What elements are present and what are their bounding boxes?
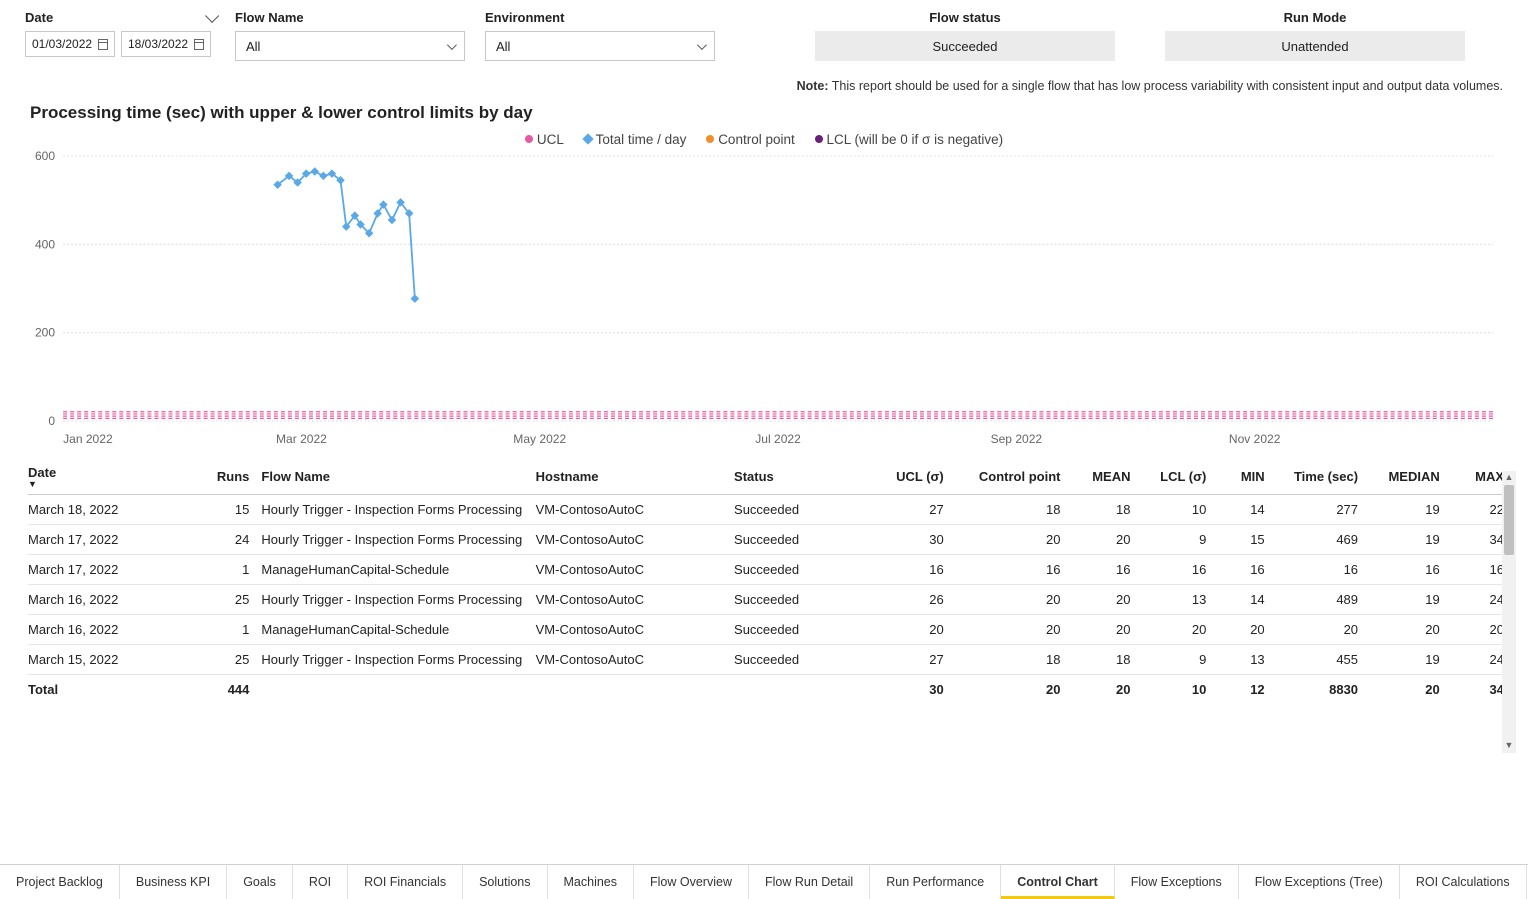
tab-flow-exceptions[interactable]: Flow Exceptions — [1115, 865, 1239, 899]
chart-title: Processing time (sec) with upper & lower… — [0, 93, 1528, 131]
status-filter: Flow status Succeeded — [815, 10, 1115, 61]
column-header[interactable]: UCL (σ) — [874, 459, 956, 495]
column-header[interactable]: Time (sec) — [1277, 459, 1370, 495]
tab-business-kpi[interactable]: Business KPI — [120, 865, 227, 899]
runmode-label: Run Mode — [1284, 10, 1347, 25]
column-header[interactable]: Control point — [956, 459, 1073, 495]
status-button[interactable]: Succeeded — [815, 31, 1115, 61]
column-header[interactable]: Hostname — [536, 459, 734, 495]
table-row[interactable]: March 17, 202224Hourly Trigger - Inspect… — [28, 524, 1516, 554]
report-tabs: Project BacklogBusiness KPIGoalsROIROI F… — [0, 864, 1528, 899]
table-row[interactable]: March 16, 202225Hourly Trigger - Inspect… — [28, 584, 1516, 614]
chevron-down-icon[interactable] — [205, 8, 219, 22]
svg-text:200: 200 — [35, 325, 55, 339]
date-label: Date — [25, 10, 53, 25]
column-header[interactable]: MIN — [1218, 459, 1276, 495]
chart-legend: UCL Total time / day Control point LCL (… — [0, 131, 1528, 151]
svg-text:Sep 2022: Sep 2022 — [991, 432, 1043, 446]
scroll-up-icon[interactable]: ▲ — [1502, 471, 1516, 485]
note-text: Note: This report should be used for a s… — [0, 69, 1528, 93]
environment-filter: Environment All — [485, 10, 715, 61]
date-from-input[interactable]: 01/03/2022 — [25, 31, 115, 57]
column-header[interactable]: Runs — [203, 459, 261, 495]
table-row[interactable]: March 18, 202215Hourly Trigger - Inspect… — [28, 494, 1516, 524]
tab-roi-financials[interactable]: ROI Financials — [348, 865, 463, 899]
svg-text:Nov 2022: Nov 2022 — [1229, 432, 1281, 446]
flowname-label: Flow Name — [235, 10, 304, 25]
runmode-button[interactable]: Unattended — [1165, 31, 1465, 61]
legend-total-icon — [582, 133, 593, 144]
tab-project-backlog[interactable]: Project Backlog — [0, 865, 120, 899]
filter-bar: Date 01/03/2022 18/03/2022 Flow Name All… — [0, 0, 1528, 69]
column-header[interactable]: MEAN — [1072, 459, 1142, 495]
control-chart: 0 200 400 600 Jan 2022 Mar 2022 May 2022 Jul 20… — [28, 151, 1503, 451]
status-label: Flow status — [929, 10, 1001, 25]
legend-lcl-icon — [815, 135, 823, 143]
date-filter: Date 01/03/2022 18/03/2022 — [25, 10, 215, 57]
table-total-row: Total444302020101288302034 — [28, 674, 1516, 704]
svg-text:Jul 2022: Jul 2022 — [755, 432, 801, 446]
column-header[interactable]: Status — [734, 459, 874, 495]
column-header[interactable]: MEDIAN — [1370, 459, 1452, 495]
svg-text:400: 400 — [35, 237, 55, 251]
flowname-dropdown[interactable]: All — [235, 31, 465, 61]
chevron-down-icon — [697, 40, 707, 50]
flowname-filter: Flow Name All — [235, 10, 465, 61]
column-header[interactable]: Date▼ — [28, 459, 203, 495]
tab-roi-calculations[interactable]: ROI Calculations — [1400, 865, 1527, 899]
tab-flow-run-detail[interactable]: Flow Run Detail — [749, 865, 870, 899]
runmode-filter: Run Mode Unattended — [1165, 10, 1465, 61]
environment-dropdown[interactable]: All — [485, 31, 715, 61]
scrollbar[interactable]: ▲ ▼ — [1502, 485, 1516, 753]
calendar-icon — [194, 39, 204, 50]
svg-text:600: 600 — [35, 151, 55, 163]
tab-run-performance[interactable]: Run Performance — [870, 865, 1001, 899]
date-to-input[interactable]: 18/03/2022 — [121, 31, 211, 57]
column-header[interactable]: Flow Name — [261, 459, 535, 495]
tab-flow-exceptions-tree-[interactable]: Flow Exceptions (Tree) — [1239, 865, 1400, 899]
svg-text:Jan 2022: Jan 2022 — [63, 432, 113, 446]
legend-ucl-icon — [525, 135, 533, 143]
svg-text:0: 0 — [48, 414, 55, 428]
legend-ctrl-icon — [706, 135, 714, 143]
chevron-down-icon — [447, 40, 457, 50]
table-row[interactable]: March 17, 20221ManageHumanCapital-Schedu… — [28, 554, 1516, 584]
tab-machines[interactable]: Machines — [548, 865, 635, 899]
svg-text:May 2022: May 2022 — [513, 432, 566, 446]
tab-flow-overview[interactable]: Flow Overview — [634, 865, 749, 899]
tab-solutions[interactable]: Solutions — [463, 865, 547, 899]
table-row[interactable]: March 15, 202225Hourly Trigger - Inspect… — [28, 644, 1516, 674]
column-header[interactable]: LCL (σ) — [1142, 459, 1218, 495]
calendar-icon — [98, 39, 108, 50]
data-table: Date▼RunsFlow NameHostnameStatusUCL (σ)C… — [28, 459, 1516, 753]
scroll-thumb[interactable] — [1504, 485, 1514, 555]
tab-control-chart[interactable]: Control Chart — [1001, 865, 1115, 899]
svg-text:Mar 2022: Mar 2022 — [276, 432, 327, 446]
scroll-down-icon[interactable]: ▼ — [1502, 739, 1516, 753]
environment-label: Environment — [485, 10, 564, 25]
tab-roi[interactable]: ROI — [293, 865, 348, 899]
tab-goals[interactable]: Goals — [227, 865, 293, 899]
table-row[interactable]: March 16, 20221ManageHumanCapital-Schedu… — [28, 614, 1516, 644]
